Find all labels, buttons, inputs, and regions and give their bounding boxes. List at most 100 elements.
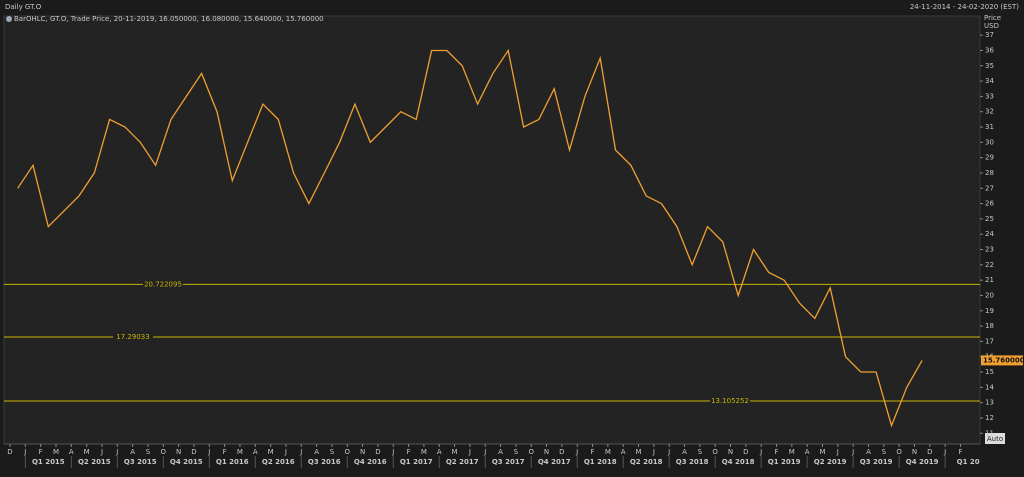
quarter-label: Q1 20 [957, 458, 980, 466]
last-price-tag [981, 355, 1023, 366]
y-tick-label: 33 [985, 92, 994, 100]
x-tick-label: J [391, 448, 394, 456]
quarter-label: Q3 2017 [492, 458, 525, 466]
x-tick-label: A [253, 448, 258, 456]
chart-title: Daily GT.O [5, 3, 42, 11]
quarter-label: Q1 2015 [32, 458, 65, 466]
level-label-bg [710, 397, 750, 406]
quarter-label: Q1 2019 [768, 458, 801, 466]
x-tick-label: F [223, 448, 227, 456]
x-tick-label: M [819, 448, 825, 456]
y-tick-label: 25 [985, 215, 994, 223]
y-tick-label: 37 [985, 31, 994, 39]
last-price-label: 15.760000 [983, 356, 1024, 364]
x-tick-label: A [498, 448, 503, 456]
quarter-label: Q2 2015 [78, 458, 111, 466]
quarter-label: Q4 2016 [354, 458, 387, 466]
x-tick-label: M [53, 448, 59, 456]
y-axis-label: Price [984, 14, 1001, 22]
x-tick-label: A [805, 448, 810, 456]
x-tick-label: S [330, 448, 335, 456]
x-tick-label: S [514, 448, 519, 456]
level-label-bg [143, 280, 183, 289]
x-tick-label: J [943, 448, 946, 456]
x-tick-label: J [575, 448, 578, 456]
x-tick-label: D [743, 448, 748, 456]
auto-button[interactable] [985, 433, 1005, 444]
quarter-label: Q3 2019 [860, 458, 893, 466]
y-tick-label: 21 [985, 276, 994, 284]
quarter-label: Q3 2015 [124, 458, 157, 466]
quarter-label: Q2 2018 [630, 458, 663, 466]
y-tick-label: 34 [985, 77, 994, 85]
x-tick-label: F [39, 448, 43, 456]
x-tick-label: A [682, 448, 687, 456]
x-tick-label: A [314, 448, 319, 456]
level-label: 20.722095 [144, 280, 182, 288]
x-tick-label: J [207, 448, 210, 456]
x-tick-label: M [421, 448, 427, 456]
x-tick-label: D [559, 448, 564, 456]
y-tick-label: 12 [985, 414, 994, 422]
y-tick-label: 26 [985, 200, 994, 208]
quarter-label: Q1 2018 [584, 458, 617, 466]
y-tick-label: 36 [985, 46, 994, 54]
price-line [17, 48, 923, 428]
y-tick-label: 24 [985, 230, 994, 238]
y-tick-label: 11 [985, 429, 994, 437]
quarter-label: Q2 2016 [262, 458, 295, 466]
x-tick-label: S [146, 448, 151, 456]
y-tick-label: 15 [985, 368, 994, 376]
x-tick-label: O [712, 448, 718, 456]
x-tick-label: F [591, 448, 595, 456]
quarter-label: Q3 2018 [676, 458, 709, 466]
y-tick-label: 13 [985, 399, 994, 407]
x-tick-label: D [191, 448, 196, 456]
x-tick-label: D [927, 448, 932, 456]
quarter-label: Q4 2017 [538, 458, 571, 466]
x-tick-label: J [759, 448, 762, 456]
y-tick-label: 30 [985, 138, 994, 146]
y-tick-label: 19 [985, 307, 994, 315]
quarter-label: Q4 2019 [906, 458, 939, 466]
x-tick-label: N [728, 448, 733, 456]
x-tick-label: O [896, 448, 902, 456]
x-tick-label: M [84, 448, 90, 456]
y-tick-label: 35 [985, 62, 994, 70]
level-label: 13.105252 [711, 397, 749, 405]
y-tick-label: 29 [985, 154, 994, 162]
quarter-label: Q1 2016 [216, 458, 249, 466]
x-tick-label: A [866, 448, 871, 456]
x-tick-label: J [100, 448, 103, 456]
x-tick-label: J [468, 448, 471, 456]
x-tick-label: A [69, 448, 74, 456]
quarter-label: Q3 2016 [308, 458, 341, 466]
auto-button-label[interactable]: Auto [987, 435, 1003, 443]
y-tick-label: 17 [985, 337, 994, 345]
y-tick-label: 27 [985, 184, 994, 192]
plot-area [3, 15, 981, 445]
level-label-bg [113, 332, 153, 341]
x-tick-label: F [407, 448, 411, 456]
quarter-label: Q2 2017 [446, 458, 479, 466]
x-tick-label: J [836, 448, 839, 456]
x-tick-label: A [130, 448, 135, 456]
x-tick-label: J [284, 448, 287, 456]
x-tick-label: J [851, 448, 854, 456]
x-tick-label: J [652, 448, 655, 456]
y-tick-label: 18 [985, 322, 994, 330]
x-tick-label: O [345, 448, 351, 456]
x-tick-label: M [237, 448, 243, 456]
date-range: 24-11-2014 - 24-02-2020 (EST) [910, 3, 1019, 11]
x-tick-label: M [452, 448, 458, 456]
quarter-label: Q4 2015 [170, 458, 203, 466]
level-label: 17.29033 [116, 333, 149, 341]
x-tick-label: N [544, 448, 549, 456]
x-tick-label: S [882, 448, 887, 456]
x-tick-label: N [912, 448, 917, 456]
x-tick-label: M [636, 448, 642, 456]
x-tick-label: D [7, 448, 12, 456]
legend-icon [6, 16, 12, 22]
x-tick-label: J [115, 448, 118, 456]
